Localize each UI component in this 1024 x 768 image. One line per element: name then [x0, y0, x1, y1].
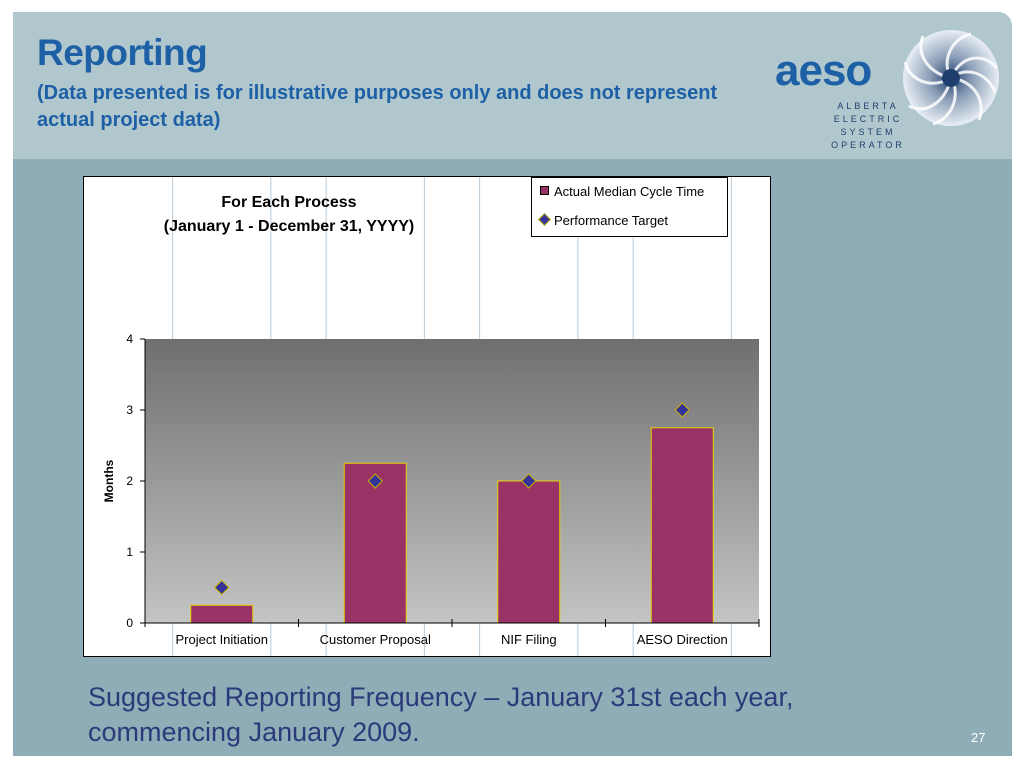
slide: Reporting (Data presented is for illustr… — [13, 12, 1012, 756]
y-tick-label: 0 — [126, 616, 133, 630]
logo-line: SYSTEM — [840, 127, 896, 137]
chart-subtitle: (January 1 - December 31, YYYY) — [163, 218, 415, 235]
bar — [497, 480, 561, 624]
swirl-logo-icon — [903, 30, 999, 126]
logo-line: ALBERTA — [837, 101, 899, 111]
legend-item-target: Performance Target — [538, 213, 668, 228]
logo-org-name: ALBERTA ELECTRIC SYSTEM OPERATOR — [803, 100, 933, 152]
bar — [190, 604, 254, 624]
square-marker-icon — [540, 186, 549, 195]
legend-label: Performance Target — [554, 213, 668, 228]
x-tick-label: Project Initiation — [176, 632, 269, 647]
y-tick-label: 2 — [126, 474, 133, 488]
y-axis-label: Months — [102, 459, 116, 502]
bar — [343, 462, 407, 624]
y-tick-label: 3 — [126, 403, 133, 417]
chart-container: 0 1 2 3 4 Project Initiation Customer Proposal… — [83, 176, 771, 657]
bar-series — [190, 427, 714, 624]
target-marker — [214, 579, 230, 596]
reporting-frequency-note: Suggested Reporting Frequency – January … — [88, 682, 794, 747]
logo-wordmark: aeso — [775, 46, 872, 95]
header-band: Reporting (Data presented is for illustr… — [13, 12, 1012, 159]
page-number: 27 — [971, 730, 986, 745]
aeso-logo: aeso ALBERTA ELECTRIC SYSTEM OPERATOR — [773, 26, 1003, 158]
y-tick-label: 4 — [126, 332, 133, 346]
target-marker — [674, 402, 690, 418]
x-tick-label: AESO Direction — [637, 632, 728, 647]
y-tick-label: 1 — [126, 545, 133, 559]
bar — [650, 427, 714, 624]
target-series — [214, 402, 690, 596]
logo-line: ELECTRIC — [833, 114, 903, 124]
legend-label: Actual Median Cycle Time — [554, 184, 705, 199]
page-subtitle: (Data presented is for illustrative purp… — [37, 82, 718, 131]
page-title: Reporting — [37, 32, 208, 73]
x-tick-label: Customer Proposal — [320, 632, 431, 647]
chart-legend: Actual Median Cycle Time Performance Tar… — [531, 177, 728, 237]
axes: 0 1 2 3 4 Project Initiation Customer Proposal… — [126, 332, 760, 647]
target-marker — [367, 473, 383, 489]
x-tick-label: NIF Filing — [501, 632, 557, 647]
target-marker — [521, 473, 537, 489]
diamond-marker-icon — [538, 213, 551, 226]
chart-title-block: For Each Process (January 1 - December 3… — [104, 191, 474, 239]
chart-title: For Each Process — [221, 194, 357, 211]
chart-svg: 0 1 2 3 4 Project Initiation Customer Proposal… — [102, 177, 760, 656]
logo-line: OPERATOR — [831, 140, 905, 150]
legend-item-actual: Actual Median Cycle Time — [540, 184, 704, 199]
